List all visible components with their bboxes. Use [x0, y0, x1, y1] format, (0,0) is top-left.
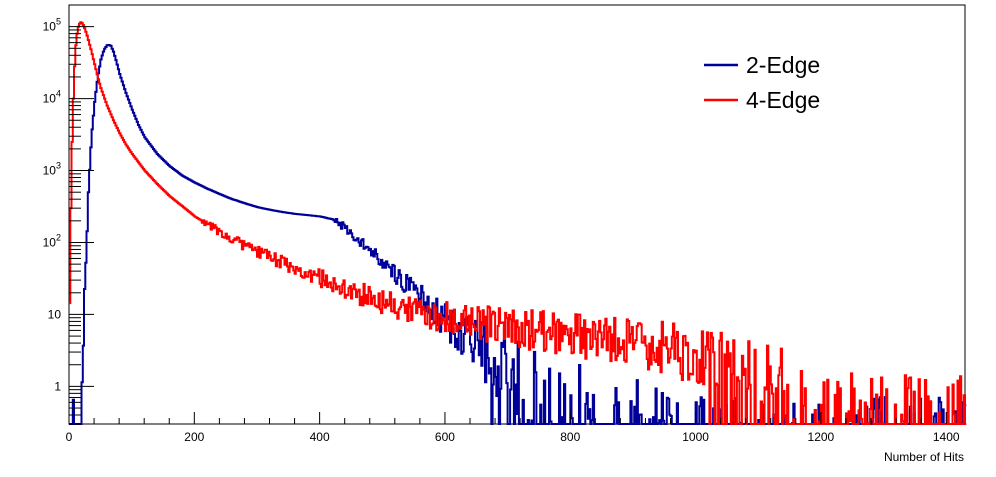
series-layer	[69, 21, 967, 425]
y-tick-label-base: 10	[43, 20, 57, 34]
x-tick-label: 200	[184, 430, 204, 444]
y-tick-label: 1	[54, 379, 61, 393]
y-tick-label: 10	[48, 307, 62, 321]
y-tick-label: 105	[43, 17, 61, 34]
y-tick-label-exponent: 2	[56, 232, 61, 242]
x-tick-label: 1200	[808, 430, 835, 444]
y-tick-label: 102	[43, 232, 61, 249]
legend-label: 2-Edge	[746, 52, 820, 78]
y-tick-label-base: 1	[54, 379, 61, 393]
y-tick-label-exponent: 3	[56, 161, 61, 171]
legend: 2-Edge 4-Edge	[704, 52, 820, 113]
x-tick-label: 600	[435, 430, 455, 444]
legend-label: 4-Edge	[746, 87, 820, 113]
y-tick-label: 104	[43, 89, 61, 106]
x-tick-label: 800	[560, 430, 580, 444]
x-axis-title: Number of Hits	[884, 450, 964, 464]
y-tick-label-exponent: 4	[56, 89, 61, 99]
x-tick-label: 0	[66, 430, 73, 444]
x-tick-label: 1400	[933, 430, 960, 444]
series-line-2-edge	[69, 44, 967, 425]
x-tick-label: 1000	[682, 430, 709, 444]
y-tick-label: 103	[43, 161, 61, 178]
x-tick-label: 400	[310, 430, 330, 444]
x-axis: 0 200 400 600 800 1000 1200 1400	[66, 412, 960, 444]
series-line-4-edge	[69, 21, 967, 425]
y-tick-label-base: 10	[43, 235, 57, 249]
y-tick-label-base: 10	[43, 164, 57, 178]
y-tick-label-exponent: 5	[56, 17, 61, 27]
y-tick-label-base: 10	[48, 307, 62, 321]
y-tick-label-base: 10	[43, 92, 57, 106]
